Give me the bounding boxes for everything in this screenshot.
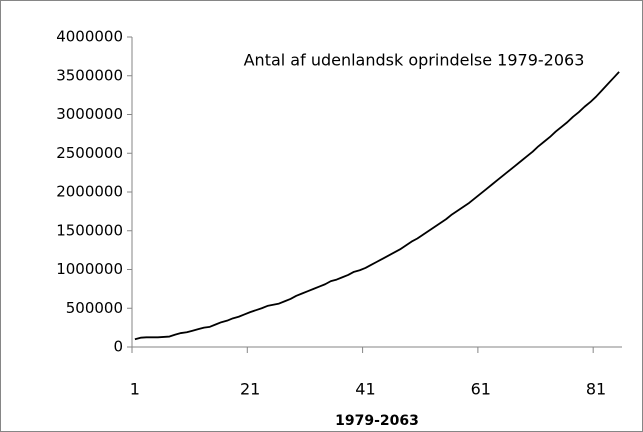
x-tick-label: 1: [130, 380, 140, 399]
y-tick-label: 1500000: [56, 221, 123, 239]
y-tick-label: 3500000: [56, 66, 123, 84]
y-tick-label: 0: [113, 338, 123, 356]
data-line: [134, 71, 620, 341]
chart-title: Antal af udenlandsk oprindelse 1979-2063: [244, 51, 585, 70]
x-tick-label: 61: [471, 380, 491, 399]
y-tick-label: 2000000: [56, 183, 123, 201]
y-tick-label: 1000000: [56, 260, 123, 278]
y-tick-label: 500000: [66, 299, 123, 317]
x-tick-label: 41: [355, 380, 375, 399]
y-tick-label: 4000000: [56, 28, 123, 46]
x-tick-label: 81: [586, 380, 606, 399]
y-tick-label: 2500000: [56, 144, 123, 162]
x-tick-label: 21: [240, 380, 260, 399]
y-tick-label: 3000000: [56, 105, 123, 123]
x-axis-title: 1979-2063: [335, 413, 419, 429]
